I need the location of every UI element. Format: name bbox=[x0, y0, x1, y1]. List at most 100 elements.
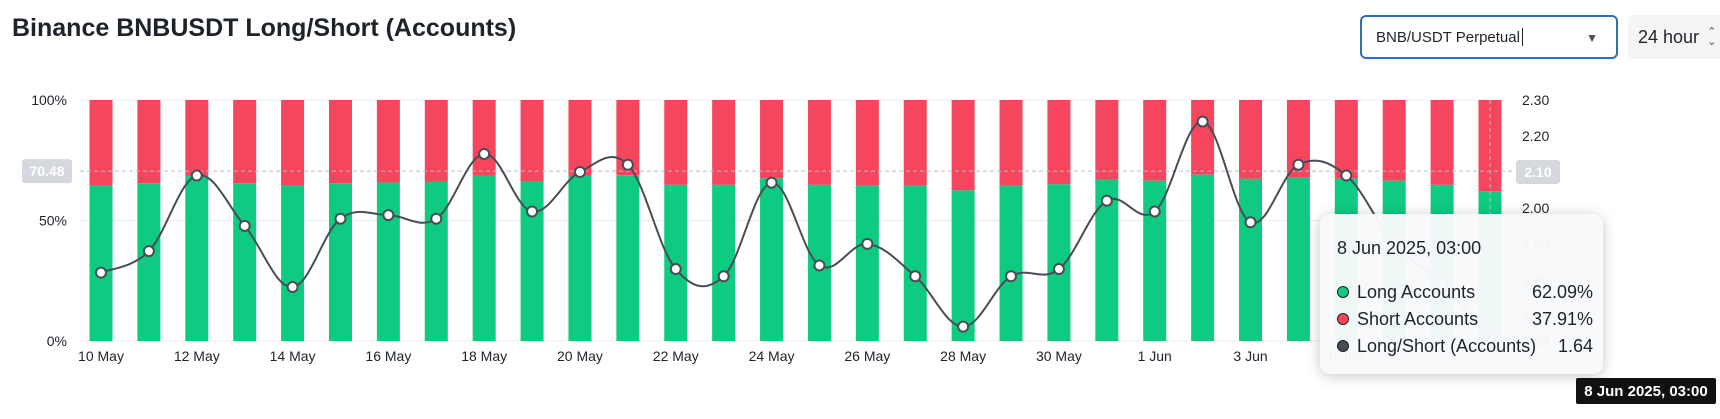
period-select-value: 24 hour bbox=[1638, 26, 1700, 47]
chart-tooltip: 8 Jun 2025, 03:00 Long Accounts 62.09% S… bbox=[1320, 214, 1603, 374]
y-left-tick-label: 100% bbox=[31, 92, 67, 108]
ratio-point bbox=[1196, 115, 1209, 128]
x-tick-label: 20 May bbox=[557, 348, 603, 364]
short-bar bbox=[328, 100, 352, 184]
x-tick-label: 14 May bbox=[270, 348, 316, 364]
short-bar bbox=[1143, 100, 1167, 181]
long-bar bbox=[89, 185, 113, 341]
y-left-tick-label: 0% bbox=[47, 333, 67, 349]
short-bar bbox=[568, 100, 592, 176]
ratio-point bbox=[1005, 270, 1018, 283]
x-tick-label: 24 May bbox=[749, 348, 795, 364]
short-bar bbox=[185, 100, 209, 176]
ratio-point bbox=[573, 165, 586, 178]
tooltip-row-short: Short Accounts 37.91% bbox=[1337, 307, 1593, 331]
period-select[interactable]: 24 hour ⌃ ⌄ bbox=[1628, 15, 1720, 59]
x-tick-label: 10 May bbox=[78, 348, 124, 364]
long-dot-icon bbox=[1337, 286, 1349, 298]
tooltip-label: Long Accounts bbox=[1357, 281, 1476, 302]
ratio-dot-icon bbox=[1337, 340, 1349, 352]
ratio-point bbox=[813, 259, 826, 272]
long-bar bbox=[568, 175, 592, 341]
crosshair-right-badge bbox=[1516, 159, 1560, 184]
short-bar bbox=[1334, 100, 1358, 179]
ratio-point bbox=[1292, 158, 1305, 171]
short-bar bbox=[1382, 100, 1406, 181]
short-bar bbox=[1047, 100, 1071, 185]
short-dot-icon bbox=[1337, 313, 1349, 325]
short-bar bbox=[472, 100, 496, 176]
ratio-point bbox=[861, 237, 874, 250]
short-bar bbox=[855, 100, 879, 186]
long-bar bbox=[1143, 180, 1167, 341]
contract-select-value: BNB/USDT Perpetual bbox=[1376, 28, 1520, 46]
ratio-point bbox=[1148, 205, 1161, 218]
tooltip-label: Long/Short (Accounts) bbox=[1357, 335, 1537, 356]
short-bar bbox=[664, 100, 688, 185]
ratio-point bbox=[382, 209, 395, 222]
tooltip-value: 1.64 bbox=[1557, 335, 1593, 356]
updown-chevron-icon: ⌃ ⌄ bbox=[1707, 26, 1717, 48]
caret-down-icon: ▼ bbox=[1586, 31, 1598, 45]
tooltip-date: 8 Jun 2025, 03:00 bbox=[1337, 238, 1482, 258]
long-bar bbox=[1239, 178, 1263, 341]
ratio-point bbox=[430, 212, 443, 225]
ratio-point bbox=[717, 270, 730, 283]
long-bar bbox=[472, 175, 496, 341]
ratio-point bbox=[238, 219, 251, 232]
x-tick-label: 3 Jun bbox=[1233, 348, 1267, 364]
long-bar bbox=[712, 184, 736, 341]
short-bar bbox=[999, 100, 1023, 186]
x-tick-label: 1 Jun bbox=[1138, 348, 1172, 364]
tooltip-row-ratio: Long/Short (Accounts) 1.64 bbox=[1337, 334, 1593, 358]
x-tick-label: 22 May bbox=[653, 348, 699, 364]
ratio-point bbox=[334, 212, 347, 225]
ratio-point bbox=[1100, 194, 1113, 207]
ratio-point bbox=[1244, 216, 1257, 229]
ratio-point bbox=[526, 205, 539, 218]
long-bar bbox=[1047, 184, 1071, 341]
long-bar bbox=[903, 185, 927, 341]
long-bar bbox=[520, 181, 544, 341]
long-bar bbox=[281, 185, 305, 341]
short-bar bbox=[807, 100, 831, 185]
y-right-tick-label: 2.30 bbox=[1522, 92, 1549, 108]
short-bar bbox=[137, 100, 161, 184]
ratio-point bbox=[95, 266, 107, 279]
short-bar bbox=[1239, 100, 1263, 179]
long-bar bbox=[376, 182, 400, 341]
ratio-point bbox=[1340, 169, 1353, 182]
ratio-point bbox=[286, 281, 299, 294]
crosshair-left-badge bbox=[22, 159, 72, 184]
text-cursor bbox=[1521, 28, 1523, 46]
long-bar bbox=[855, 185, 879, 341]
short-bar bbox=[1095, 100, 1119, 180]
tooltip-label: Short Accounts bbox=[1357, 308, 1479, 329]
short-bar bbox=[376, 100, 400, 183]
long-bar bbox=[760, 178, 784, 341]
short-bar bbox=[1286, 100, 1310, 178]
contract-select[interactable]: BNB/USDT Perpetual ▼ bbox=[1360, 15, 1618, 59]
long-bar bbox=[424, 181, 448, 341]
page-title: Binance BNBUSDT Long/Short (Accounts) bbox=[12, 14, 517, 42]
x-tick-label: 30 May bbox=[1036, 348, 1082, 364]
crosshair-right-label: 2.10 bbox=[1524, 164, 1551, 180]
ratio-point bbox=[669, 263, 682, 276]
tooltip-value: 37.91% bbox=[1531, 308, 1593, 329]
long-bar bbox=[1191, 174, 1215, 341]
x-tick-label: 18 May bbox=[461, 348, 507, 364]
ratio-line bbox=[100, 120, 1491, 339]
short-bar bbox=[281, 100, 305, 186]
long-bar bbox=[233, 183, 257, 341]
ratio-point bbox=[478, 147, 491, 160]
short-bar bbox=[951, 100, 975, 191]
y-right-tick-label: 2.00 bbox=[1522, 200, 1549, 216]
ratio-point bbox=[142, 245, 155, 258]
crosshair-time-label: 8 Jun 2025, 03:00 bbox=[1576, 378, 1716, 404]
long-bar bbox=[1095, 179, 1119, 341]
y-left-tick-label: 50% bbox=[39, 213, 67, 229]
long-bar bbox=[1286, 177, 1310, 341]
long-bar bbox=[999, 185, 1023, 341]
long-bar bbox=[185, 175, 209, 341]
